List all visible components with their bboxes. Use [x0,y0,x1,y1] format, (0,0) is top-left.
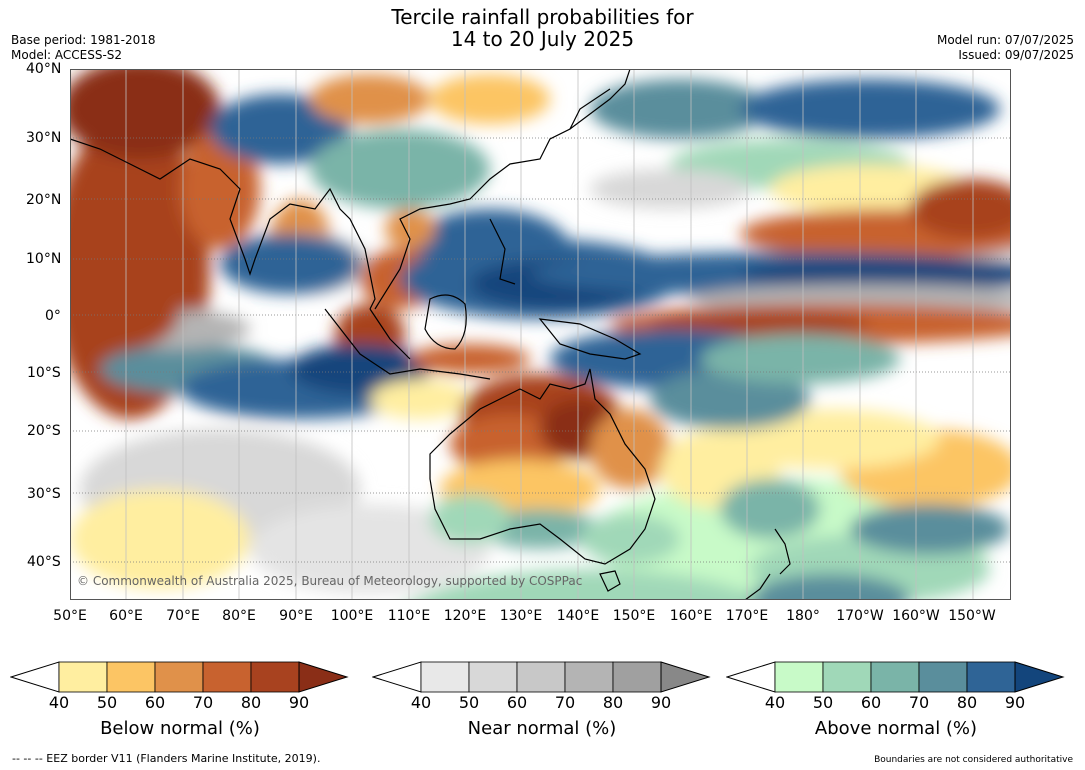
lon-label: 150°E [612,608,656,624]
colorbar-segment [612,661,662,693]
rainfall-probability-map: © Commonwealth of Australia 2025, Bureau… [70,69,1011,600]
colorbar-segment [58,661,108,693]
colorbar-segment [966,661,1016,693]
model-run: Model run: 07/07/2025 [936,33,1074,47]
colorbar-segment [468,661,518,693]
lat-label: 20°S [27,423,61,439]
lon-label: 90°E [279,608,313,624]
lon-label: 80°E [222,608,256,624]
colorbar-tick: 60 [506,693,528,712]
boundaries-note: Boundaries are not considered authoritat… [874,755,1073,765]
lon-label: 110°E [387,608,431,624]
colorbar-segment [154,661,204,693]
colorbar-tick: 90 [288,693,310,712]
lon-label: 60°E [109,608,143,624]
colorbar-tick: 70 [554,693,576,712]
coastlines [70,69,791,600]
colorbar-2 [726,661,1065,693]
colorbar-segment [822,661,872,693]
colorbar-tick: 50 [458,693,480,712]
lon-label: 170°W [836,608,884,624]
colorbar-tick: 90 [650,693,672,712]
colorbar-segment [516,661,566,693]
colorbar-tick: 70 [192,693,214,712]
colorbar-1 [372,661,711,693]
colorbar-segment [870,661,920,693]
lon-label: 160°E [669,608,713,624]
colorbar-caption: Below normal (%) [100,718,260,739]
lat-label: 0° [45,308,61,324]
colorbar-max-arrow [660,661,711,693]
colorbar-max-arrow [298,661,349,693]
colorbar-tick: 40 [48,693,70,712]
colorbar-caption: Above normal (%) [814,718,978,739]
lon-label: 180° [786,608,820,624]
colorbar-min-arrow [372,661,422,693]
colorbar-tick: 90 [1004,693,1026,712]
lat-label: 20°N [26,192,62,208]
lat-label: 40°S [27,554,61,570]
colorbar-tick: 50 [96,693,118,712]
colorbar-tick: 40 [410,693,432,712]
eez-footnote: -- -- -- EEZ border V11 (Flanders Marine… [12,752,321,765]
map-title-line1: Tercile rainfall probabilities for [391,5,694,29]
colorbar-tick: 80 [602,693,624,712]
colorbar-segment [918,661,968,693]
lat-label: 10°N [26,251,62,267]
colorbar-segment [106,661,156,693]
colorbar-min-arrow [10,661,60,693]
colorbar-segment [564,661,614,693]
map-title-line2: 14 to 20 July 2025 [450,27,635,51]
colorbar-tick: 80 [956,693,978,712]
colorbar-segment [774,661,824,693]
colorbar-max-arrow [1014,661,1065,693]
colorbar-segment [250,661,300,693]
colorbar-caption: Near normal (%) [467,718,617,739]
lon-label: 170°E [725,608,769,624]
longitude-labels: 50°E 60°E 70°E 80°E 90°E 100°E 110°E 120°E 130°E… [0,608,1085,628]
lat-label: 30°S [27,486,61,502]
lon-label: 140°E [556,608,600,624]
lon-label: 100°E [330,608,374,624]
lon-label: 130°E [499,608,543,624]
lat-label: 40°N [26,61,62,77]
lon-label: 160°W [892,608,940,624]
colorbar-min-arrow [726,661,776,693]
lat-label: 10°S [27,365,61,381]
colorbar-tick: 80 [240,693,262,712]
colorbar-tick: 60 [860,693,882,712]
map-gridlines [70,137,1011,563]
map-frame [70,69,1011,600]
colorbar-tick: 40 [764,693,786,712]
lon-label: 150°W [948,608,996,624]
base-period: Base period: 1981-2018 [11,33,156,47]
lon-label: 120°E [443,608,487,624]
colorbar-segment [202,661,252,693]
colorbar-segment [420,661,470,693]
colorbar-tick: 70 [908,693,930,712]
probability-field [70,69,1011,600]
colorbar-tick: 50 [812,693,834,712]
lon-label: 70°E [166,608,200,624]
lon-label: 50°E [53,608,87,624]
model-name: Model: ACCESS-S2 [11,48,123,62]
colorbar-0 [10,661,349,693]
copyright-note: © Commonwealth of Australia 2025, Bureau… [77,574,582,588]
lat-label: 30°N [26,130,62,146]
colorbar-tick: 60 [144,693,166,712]
issued-date: Issued: 09/07/2025 [958,48,1074,62]
